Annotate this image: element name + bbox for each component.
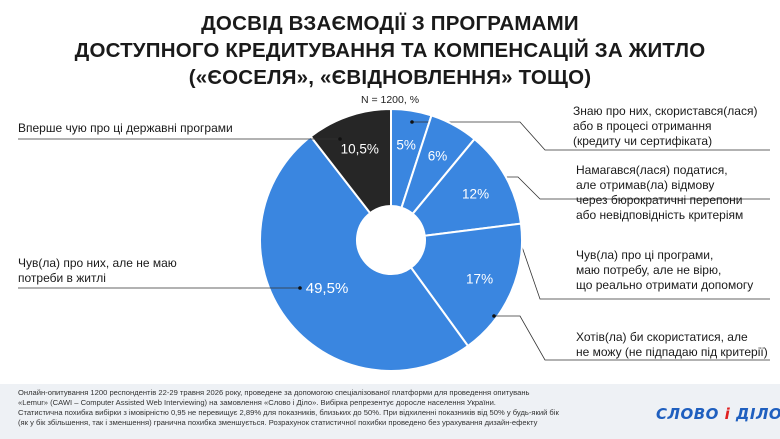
- category-label-3: Чув(ла) про ці програми, маю потребу, ал…: [576, 248, 754, 292]
- category-label-1: Знаю про них, скористався(лася) або в пр…: [573, 104, 758, 148]
- methodology-footnote: Онлайн-опитування 1200 респондентів 22-2…: [18, 388, 559, 427]
- title-line-2: ДОСТУПНОГО КРЕДИТУВАННЯ ТА КОМПЕНСАЦІЙ З…: [74, 39, 706, 62]
- leader-dot-5: [298, 286, 302, 290]
- sample-size-note: N = 1200, %: [360, 94, 420, 106]
- donut-slice-5: [259, 135, 470, 372]
- title-line-1: ДОСВІД ВЗАЄМОДІЇ З ПРОГРАМАМИ: [201, 12, 579, 35]
- slice-value-label-4: 17%: [466, 271, 493, 286]
- slovo-i-dilo-logo: СЛОВО і ДІЛО: [656, 405, 780, 423]
- slice-value-label-2: 6%: [428, 148, 448, 163]
- leader-dot-4: [492, 314, 496, 318]
- donut-slice-3: [411, 137, 523, 237]
- footer-band: [0, 384, 780, 439]
- slice-value-label-1: 5%: [396, 138, 416, 153]
- category-label-4: Хотів(ла) би скористатися, але не можу (…: [576, 330, 768, 359]
- slice-value-label-3: 12%: [462, 187, 489, 202]
- leader-dot-6: [338, 137, 342, 141]
- category-label-6: Вперше чую про ці державні програми: [18, 121, 233, 135]
- slice-value-label-5: 49,5%: [306, 280, 349, 297]
- leader-dot-1: [410, 120, 414, 124]
- donut-slice-6: [309, 107, 392, 215]
- category-label-2: Намагався(лася) податися, але отримав(ла…: [576, 163, 744, 222]
- leader-line-1: [412, 121, 770, 151]
- slice-value-label-6: 10,5%: [341, 142, 379, 157]
- leader-line-4: [494, 315, 770, 361]
- title-line-3: («ЄОСЕЛЯ», «ЄВІДНОВЛЕННЯ» ТОЩО): [188, 66, 592, 89]
- category-label-5: Чув(ла) про них, але не маю потреби в жи…: [18, 256, 177, 285]
- chart-title: ДОСВІД ВЗАЄМОДІЇ З ПРОГРАМАМИ ДОСТУПНОГО…: [0, 10, 780, 91]
